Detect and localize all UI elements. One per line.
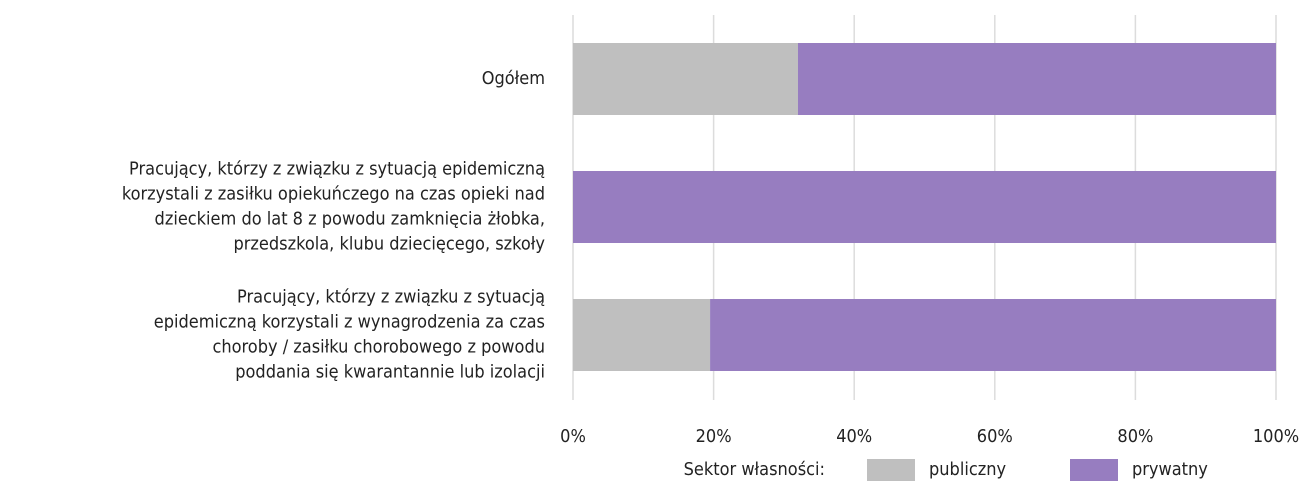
y-tick-label: choroby / zasiłku chorobowego z powodu bbox=[212, 337, 545, 358]
x-tick-label: 20% bbox=[696, 426, 732, 447]
x-tick-label: 60% bbox=[977, 426, 1013, 447]
bar-segment bbox=[797, 43, 1276, 115]
y-tick-label: dzieckiem do lat 8 z powodu zamknięcia ż… bbox=[155, 209, 545, 230]
x-tick-label: 40% bbox=[836, 426, 872, 447]
x-tick-label: 100% bbox=[1253, 426, 1299, 447]
bar-segment bbox=[710, 299, 1276, 371]
legend-label: publiczny bbox=[929, 459, 1007, 480]
legend-label: prywatny bbox=[1132, 459, 1208, 480]
y-tick-label: Ogółem bbox=[482, 68, 545, 89]
y-tick-label: korzystali z zasiłku opiekuńczego na cza… bbox=[122, 184, 545, 205]
bar-segment bbox=[573, 43, 798, 115]
x-tick-label: 0% bbox=[560, 426, 586, 447]
y-tick-label: Pracujący, którzy z związku z sytuacją e… bbox=[129, 159, 545, 180]
legend-title: Sektor własności: bbox=[684, 459, 825, 480]
legend-swatch bbox=[1070, 459, 1118, 481]
y-tick-label: epidemiczną korzystali z wynagrodzenia z… bbox=[154, 312, 545, 333]
y-tick-label: Pracujący, którzy z związku z sytuacją bbox=[237, 287, 545, 308]
x-tick-label: 80% bbox=[1117, 426, 1153, 447]
y-tick-label: przedszkola, klubu dziecięcego, szkoły bbox=[233, 234, 545, 255]
legend-swatch bbox=[867, 459, 915, 481]
bar-segment bbox=[573, 299, 711, 371]
bar-segment bbox=[573, 171, 1276, 243]
y-tick-label: poddania się kwarantannie lub izolacji bbox=[235, 362, 545, 383]
